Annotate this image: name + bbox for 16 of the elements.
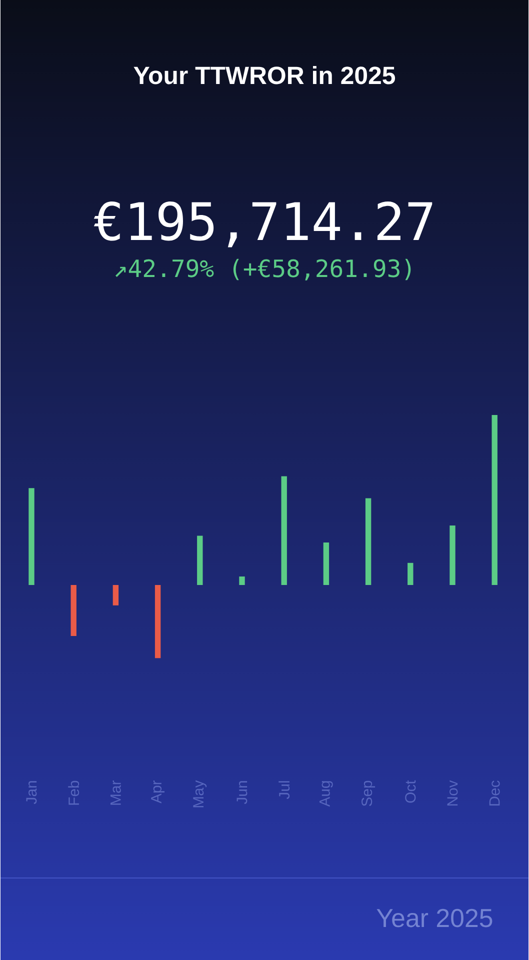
chart-subtitle: €195,714.27 (94, 202, 432, 248)
bar (239, 576, 245, 585)
bar (492, 414, 498, 585)
chart-title: Your TTWROR in 2025 (134, 66, 396, 84)
bar (450, 525, 456, 585)
bar (112, 584, 119, 606)
text: Year 2025 (376, 908, 492, 928)
bar (408, 562, 414, 585)
bar (323, 542, 330, 585)
bar (70, 584, 76, 636)
bar (197, 536, 203, 585)
bar (281, 476, 287, 585)
text: ↗42.79% (+€58,261.93) (115, 258, 411, 280)
bar (154, 584, 161, 658)
bar (28, 488, 34, 585)
bar (365, 498, 372, 585)
